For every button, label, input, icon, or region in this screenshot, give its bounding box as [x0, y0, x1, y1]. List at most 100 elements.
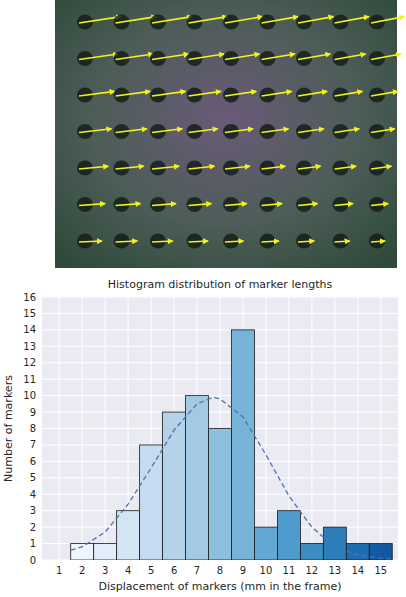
- x-tick-label: 7: [194, 565, 200, 576]
- displacement-arrow: [335, 54, 366, 60]
- displacement-arrow: [189, 241, 209, 242]
- displacement-arrow: [225, 204, 247, 206]
- x-tick-label: 5: [148, 565, 154, 576]
- displacement-arrow: [189, 129, 218, 133]
- y-tick-label: 14: [23, 324, 36, 335]
- marks: [71, 330, 393, 560]
- y-tick-label: 2: [30, 522, 36, 533]
- x-tick-label: 8: [217, 565, 223, 576]
- displacement-arrow: [298, 129, 324, 133]
- displacement-arrow: [371, 54, 401, 60]
- histogram-bar: [231, 330, 254, 560]
- y-tick-label: 1: [30, 538, 36, 549]
- photo: [55, 0, 404, 268]
- x-grid-line: [334, 297, 335, 560]
- y-tick-label: 5: [30, 472, 36, 483]
- displacement-arrow: [79, 241, 102, 242]
- displacement-arrow: [116, 204, 141, 206]
- y-tick-label: 15: [23, 308, 36, 319]
- x-tick-label: 13: [328, 565, 341, 576]
- x-grid-line: [357, 297, 358, 560]
- displacement-arrow: [116, 129, 147, 133]
- displacement-arrow: [298, 204, 317, 206]
- displacement-arrow: [116, 166, 144, 169]
- histogram-bar: [94, 544, 117, 560]
- displacement-arrow: [298, 241, 314, 242]
- x-tick-label: 10: [260, 565, 273, 576]
- y-tick-label: 8: [30, 423, 36, 434]
- displacement-arrow: [371, 204, 388, 206]
- displacement-arrow: [152, 17, 192, 23]
- displacement-arrow: [189, 17, 228, 23]
- chart-title: Histogram distribution of marker lengths: [108, 278, 333, 291]
- displacement-arrow: [189, 166, 215, 169]
- displacement-arrow: [116, 54, 154, 60]
- histogram-bar: [71, 544, 94, 560]
- fit-curve: [71, 397, 393, 559]
- y-tick-label: 10: [23, 390, 36, 401]
- displacement-arrow: [189, 54, 225, 60]
- x-tick-label: 4: [125, 565, 131, 576]
- displacement-arrow: [262, 241, 279, 242]
- displacement-arrow: [335, 91, 363, 96]
- displacement-arrow: [225, 91, 256, 96]
- y-axis-title: Number of markers: [2, 375, 15, 482]
- y-tick-label: 4: [30, 489, 36, 500]
- x-tick-label: 14: [351, 565, 364, 576]
- histogram-bar: [254, 527, 277, 560]
- displacement-arrow: [262, 129, 289, 133]
- displacement-arrow: [335, 129, 360, 133]
- x-tick-label: 3: [102, 565, 108, 576]
- x-grid-line: [265, 297, 266, 560]
- displacement-arrow: [262, 91, 292, 96]
- displacement-arrow: [116, 91, 151, 96]
- y-tick-label: 0: [30, 555, 36, 566]
- displacement-arrow: [371, 241, 385, 242]
- displacement-arrow: [225, 241, 243, 242]
- displacement-arrow: [189, 91, 221, 96]
- displacement-arrow: [79, 91, 115, 96]
- histogram-bar: [163, 412, 186, 560]
- displacement-arrow: [335, 241, 350, 242]
- x-tick-label: 15: [374, 565, 387, 576]
- y-tick-label: 12: [23, 357, 36, 368]
- x-axis-title: Displacement of markers (mm in the frame…: [99, 580, 342, 593]
- displacement-arrow: [298, 91, 327, 96]
- displacement-arrow: [225, 54, 259, 60]
- displacement-arrow: [262, 166, 286, 169]
- x-grid-line: [59, 297, 60, 560]
- x-tick-label: 2: [79, 565, 85, 576]
- displacement-arrow: [262, 204, 283, 206]
- histogram-bar: [117, 511, 140, 560]
- displacement-arrow: [262, 17, 299, 23]
- displacement-arrow: [152, 54, 189, 60]
- x-tick-label: 12: [306, 565, 319, 576]
- displacement-arrow: [225, 129, 253, 133]
- histogram-bar: [300, 544, 323, 560]
- displacement-arrow: [298, 166, 321, 169]
- displacement-arrow: [371, 91, 398, 96]
- x-grid-line: [311, 297, 312, 560]
- y-tick-label: 13: [23, 341, 36, 352]
- x-tick-label: 6: [171, 565, 177, 576]
- plot-background: [42, 297, 398, 560]
- displacement-arrow: [79, 54, 118, 60]
- displacement-arrow: [371, 166, 391, 169]
- displacement-arrow: [152, 129, 182, 133]
- grid: [42, 297, 398, 560]
- photo-background: [55, 0, 397, 268]
- x-grid-line: [82, 297, 83, 560]
- displacement-arrow: [335, 17, 369, 23]
- x-tick-label: 1: [56, 565, 62, 576]
- y-tick-label: 3: [30, 505, 36, 516]
- y-tick-label: 6: [30, 456, 36, 467]
- displacement-arrow: [371, 129, 395, 133]
- y-tick-label: 11: [23, 374, 36, 385]
- displacement-arrow: [225, 17, 263, 23]
- displacement-arrow: [335, 166, 357, 169]
- y-tick-label: 7: [30, 439, 36, 450]
- displacement-arrow: [335, 204, 353, 206]
- y-tick-label: 16: [23, 292, 36, 303]
- displacement-arrow: [298, 17, 333, 23]
- histogram-bar: [186, 396, 209, 560]
